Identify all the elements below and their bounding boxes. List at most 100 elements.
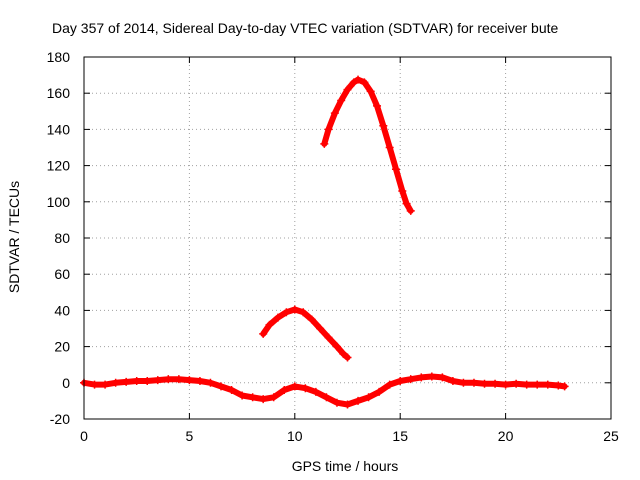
series-band-arc-9-12h	[260, 306, 351, 361]
data-point	[311, 387, 320, 396]
data-point	[354, 75, 363, 84]
data-point	[265, 320, 274, 329]
data-point	[543, 380, 552, 389]
data-point	[259, 395, 268, 404]
data-point	[90, 380, 99, 389]
data-point	[554, 381, 563, 390]
x-tick-label: 10	[287, 428, 303, 444]
data-point	[560, 382, 569, 391]
data-point	[391, 165, 400, 174]
data-point	[398, 186, 407, 195]
data-point	[417, 373, 426, 382]
data-point	[322, 393, 331, 402]
series-band-arc-11-15h	[321, 76, 414, 214]
data-point	[307, 315, 316, 324]
data-point	[101, 380, 110, 389]
y-tick-label: 0	[62, 375, 70, 391]
data-point	[185, 376, 194, 385]
data-point	[316, 324, 325, 333]
data-point	[512, 379, 521, 388]
data-point	[438, 373, 447, 382]
chart-title: Day 357 of 2014, Sidereal Day-to-day VTE…	[52, 20, 559, 36]
y-tick-label: 20	[54, 339, 70, 355]
data-point	[459, 378, 468, 387]
x-tick-label: 15	[392, 428, 408, 444]
data-point	[143, 376, 152, 385]
data-point	[373, 101, 382, 110]
data-point	[122, 377, 131, 386]
data-point	[385, 143, 394, 152]
data-point	[360, 78, 369, 87]
plot-frame	[83, 56, 612, 420]
data-point	[448, 376, 457, 385]
y-tick-label: 40	[54, 302, 70, 318]
data-point	[269, 393, 278, 402]
y-tick-label: 120	[47, 158, 71, 174]
data-point	[238, 391, 247, 400]
x-tick-label: 5	[186, 428, 194, 444]
data-point	[206, 378, 215, 387]
data-point	[164, 375, 173, 384]
grid	[84, 57, 611, 419]
data-point	[427, 372, 436, 381]
data-point	[402, 199, 411, 208]
data-point	[227, 386, 236, 395]
data-point	[522, 380, 531, 389]
y-tick-label: 180	[47, 49, 71, 65]
data-point	[330, 109, 339, 118]
data-point	[406, 206, 415, 215]
data-point	[396, 376, 405, 385]
y-tick-label: -20	[50, 411, 70, 427]
y-tick-label: 160	[47, 85, 71, 101]
data-point	[324, 125, 333, 134]
data-point	[469, 378, 478, 387]
data-point	[320, 139, 329, 148]
series	[80, 75, 569, 409]
x-tick-label: 0	[80, 428, 88, 444]
x-axis-label: GPS time / hours	[292, 458, 399, 474]
data-point	[280, 386, 289, 395]
data-point	[343, 400, 352, 409]
data-point	[375, 387, 384, 396]
y-tick-label: 140	[47, 121, 71, 137]
data-point	[282, 308, 291, 317]
x-tick-label: 20	[498, 428, 514, 444]
data-point	[217, 382, 226, 391]
data-point	[290, 382, 299, 391]
data-point	[273, 313, 282, 322]
data-point	[299, 308, 308, 317]
data-point	[259, 329, 268, 338]
data-point	[324, 333, 333, 342]
data-point	[385, 380, 394, 389]
data-point	[248, 393, 257, 402]
data-point	[491, 379, 500, 388]
data-point	[343, 353, 352, 362]
data-point	[354, 396, 363, 405]
data-point	[343, 85, 352, 94]
data-point	[132, 376, 141, 385]
data-point	[332, 398, 341, 407]
y-tick-label: 100	[47, 194, 71, 210]
data-point	[195, 376, 204, 385]
y-tick-label: 80	[54, 230, 70, 246]
data-point	[364, 393, 373, 402]
data-point	[366, 87, 375, 96]
data-point	[339, 349, 348, 358]
data-point	[501, 380, 510, 389]
y-tick-label: 60	[54, 266, 70, 282]
data-point	[533, 380, 542, 389]
data-point	[174, 375, 183, 384]
data-point	[153, 376, 162, 385]
data-point	[290, 305, 299, 314]
x-tick-label: 25	[603, 428, 619, 444]
data-point	[406, 375, 415, 384]
data-point	[301, 384, 310, 393]
data-point	[379, 121, 388, 130]
data-point	[332, 342, 341, 351]
data-point	[337, 96, 346, 105]
data-point	[480, 379, 489, 388]
y-axis-label: SDTVAR / TECUs	[6, 181, 22, 293]
data-point	[111, 378, 120, 387]
